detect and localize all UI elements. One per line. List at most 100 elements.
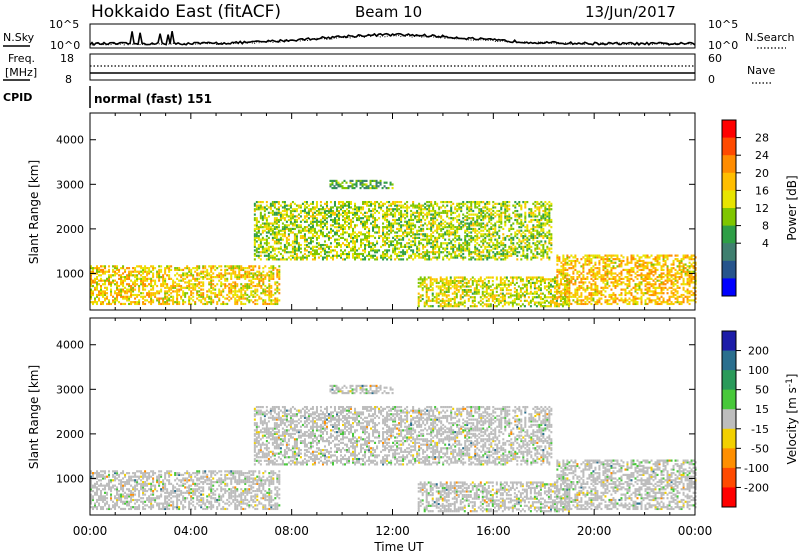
power-cell xyxy=(270,265,273,268)
power-cell xyxy=(459,276,462,279)
power-cell xyxy=(553,303,556,306)
power-cell xyxy=(278,270,281,273)
power-cell xyxy=(234,286,237,289)
power-cell xyxy=(461,303,464,306)
power-cell xyxy=(274,292,277,295)
power-cell xyxy=(546,251,549,254)
power-cell xyxy=(346,208,349,211)
power-cell xyxy=(588,261,591,264)
power-cell xyxy=(512,252,515,256)
power-cell xyxy=(274,281,277,284)
power-cell xyxy=(372,217,375,220)
power-cell xyxy=(270,267,273,270)
power-cell xyxy=(102,292,105,295)
power-cell xyxy=(520,226,523,229)
power-cell xyxy=(307,227,310,231)
power-cell xyxy=(366,217,369,220)
power-cell xyxy=(220,272,223,275)
power-cell xyxy=(509,288,512,292)
power-cell xyxy=(234,283,237,286)
power-cell xyxy=(526,229,529,232)
power-cell xyxy=(279,213,282,216)
power-cell xyxy=(489,285,492,288)
power-cell xyxy=(329,206,332,209)
power-cell xyxy=(319,243,322,247)
power-cell xyxy=(598,275,601,279)
power-cell xyxy=(295,235,298,238)
power-cell xyxy=(164,301,167,304)
power-cell xyxy=(267,226,270,229)
power-cell xyxy=(448,242,451,245)
power-cell xyxy=(333,211,336,214)
noise-left-tick-top: 10^5 xyxy=(49,18,79,31)
power-cell xyxy=(449,281,452,284)
power-cell xyxy=(337,226,340,229)
power-cell xyxy=(555,299,558,302)
power-cell xyxy=(464,243,467,247)
power-cell xyxy=(570,259,573,263)
power-cell xyxy=(452,233,455,236)
power-cell xyxy=(289,218,292,222)
power-cell xyxy=(396,208,399,211)
power-cell xyxy=(491,292,494,295)
power-cell xyxy=(468,247,471,250)
power-cell xyxy=(537,285,540,288)
power-cell xyxy=(504,256,507,259)
power-cell xyxy=(468,242,471,245)
power-cell xyxy=(524,202,527,205)
power-cell xyxy=(242,295,245,298)
power-cell xyxy=(550,247,553,250)
power-cell xyxy=(339,206,342,209)
power-cell xyxy=(526,254,529,257)
power-cell xyxy=(466,227,469,231)
power-cell xyxy=(134,281,137,284)
power-cell xyxy=(508,235,511,238)
power-cell xyxy=(279,217,282,220)
power-cell xyxy=(546,245,549,248)
power-cell xyxy=(258,284,261,288)
power-cell xyxy=(303,208,306,211)
power-cell xyxy=(598,272,601,275)
power-cell xyxy=(206,295,209,298)
power-cell xyxy=(398,235,401,238)
power-cell xyxy=(275,238,278,241)
power-cell xyxy=(374,206,377,209)
power-cell xyxy=(516,218,519,222)
power-cell xyxy=(531,296,534,299)
power-cell xyxy=(279,229,282,232)
power-cell xyxy=(150,270,153,273)
power-cell xyxy=(596,292,599,295)
power-cell xyxy=(522,235,525,238)
power-cell xyxy=(356,240,359,243)
power-cell xyxy=(502,202,505,205)
power-cell xyxy=(542,256,545,259)
power-cell xyxy=(510,245,513,248)
power-cell xyxy=(450,208,453,211)
power-cell xyxy=(417,278,420,281)
power-cell xyxy=(232,267,235,270)
power-cell xyxy=(92,279,95,282)
power-cell xyxy=(287,224,290,227)
power-cell xyxy=(337,206,340,209)
power-cell xyxy=(437,294,440,297)
power-cell xyxy=(443,301,446,304)
power-cell xyxy=(146,277,149,280)
power-cell xyxy=(267,236,270,239)
power-cell xyxy=(598,263,601,266)
power-cell xyxy=(484,217,487,220)
power-cell xyxy=(380,235,383,238)
power-cell xyxy=(370,200,373,204)
power-cell xyxy=(309,251,312,254)
power-cell xyxy=(517,296,520,299)
power-cell xyxy=(114,272,117,275)
power-cell xyxy=(390,211,393,214)
power-cell xyxy=(505,287,508,290)
power-cell xyxy=(444,231,447,234)
power-cell xyxy=(434,220,437,223)
noise-sky-label: N.Sky xyxy=(3,31,35,44)
power-cell xyxy=(268,277,271,280)
power-cell xyxy=(140,265,143,268)
power-cell xyxy=(118,301,121,304)
power-cell xyxy=(182,272,185,275)
power-cell xyxy=(248,270,251,273)
